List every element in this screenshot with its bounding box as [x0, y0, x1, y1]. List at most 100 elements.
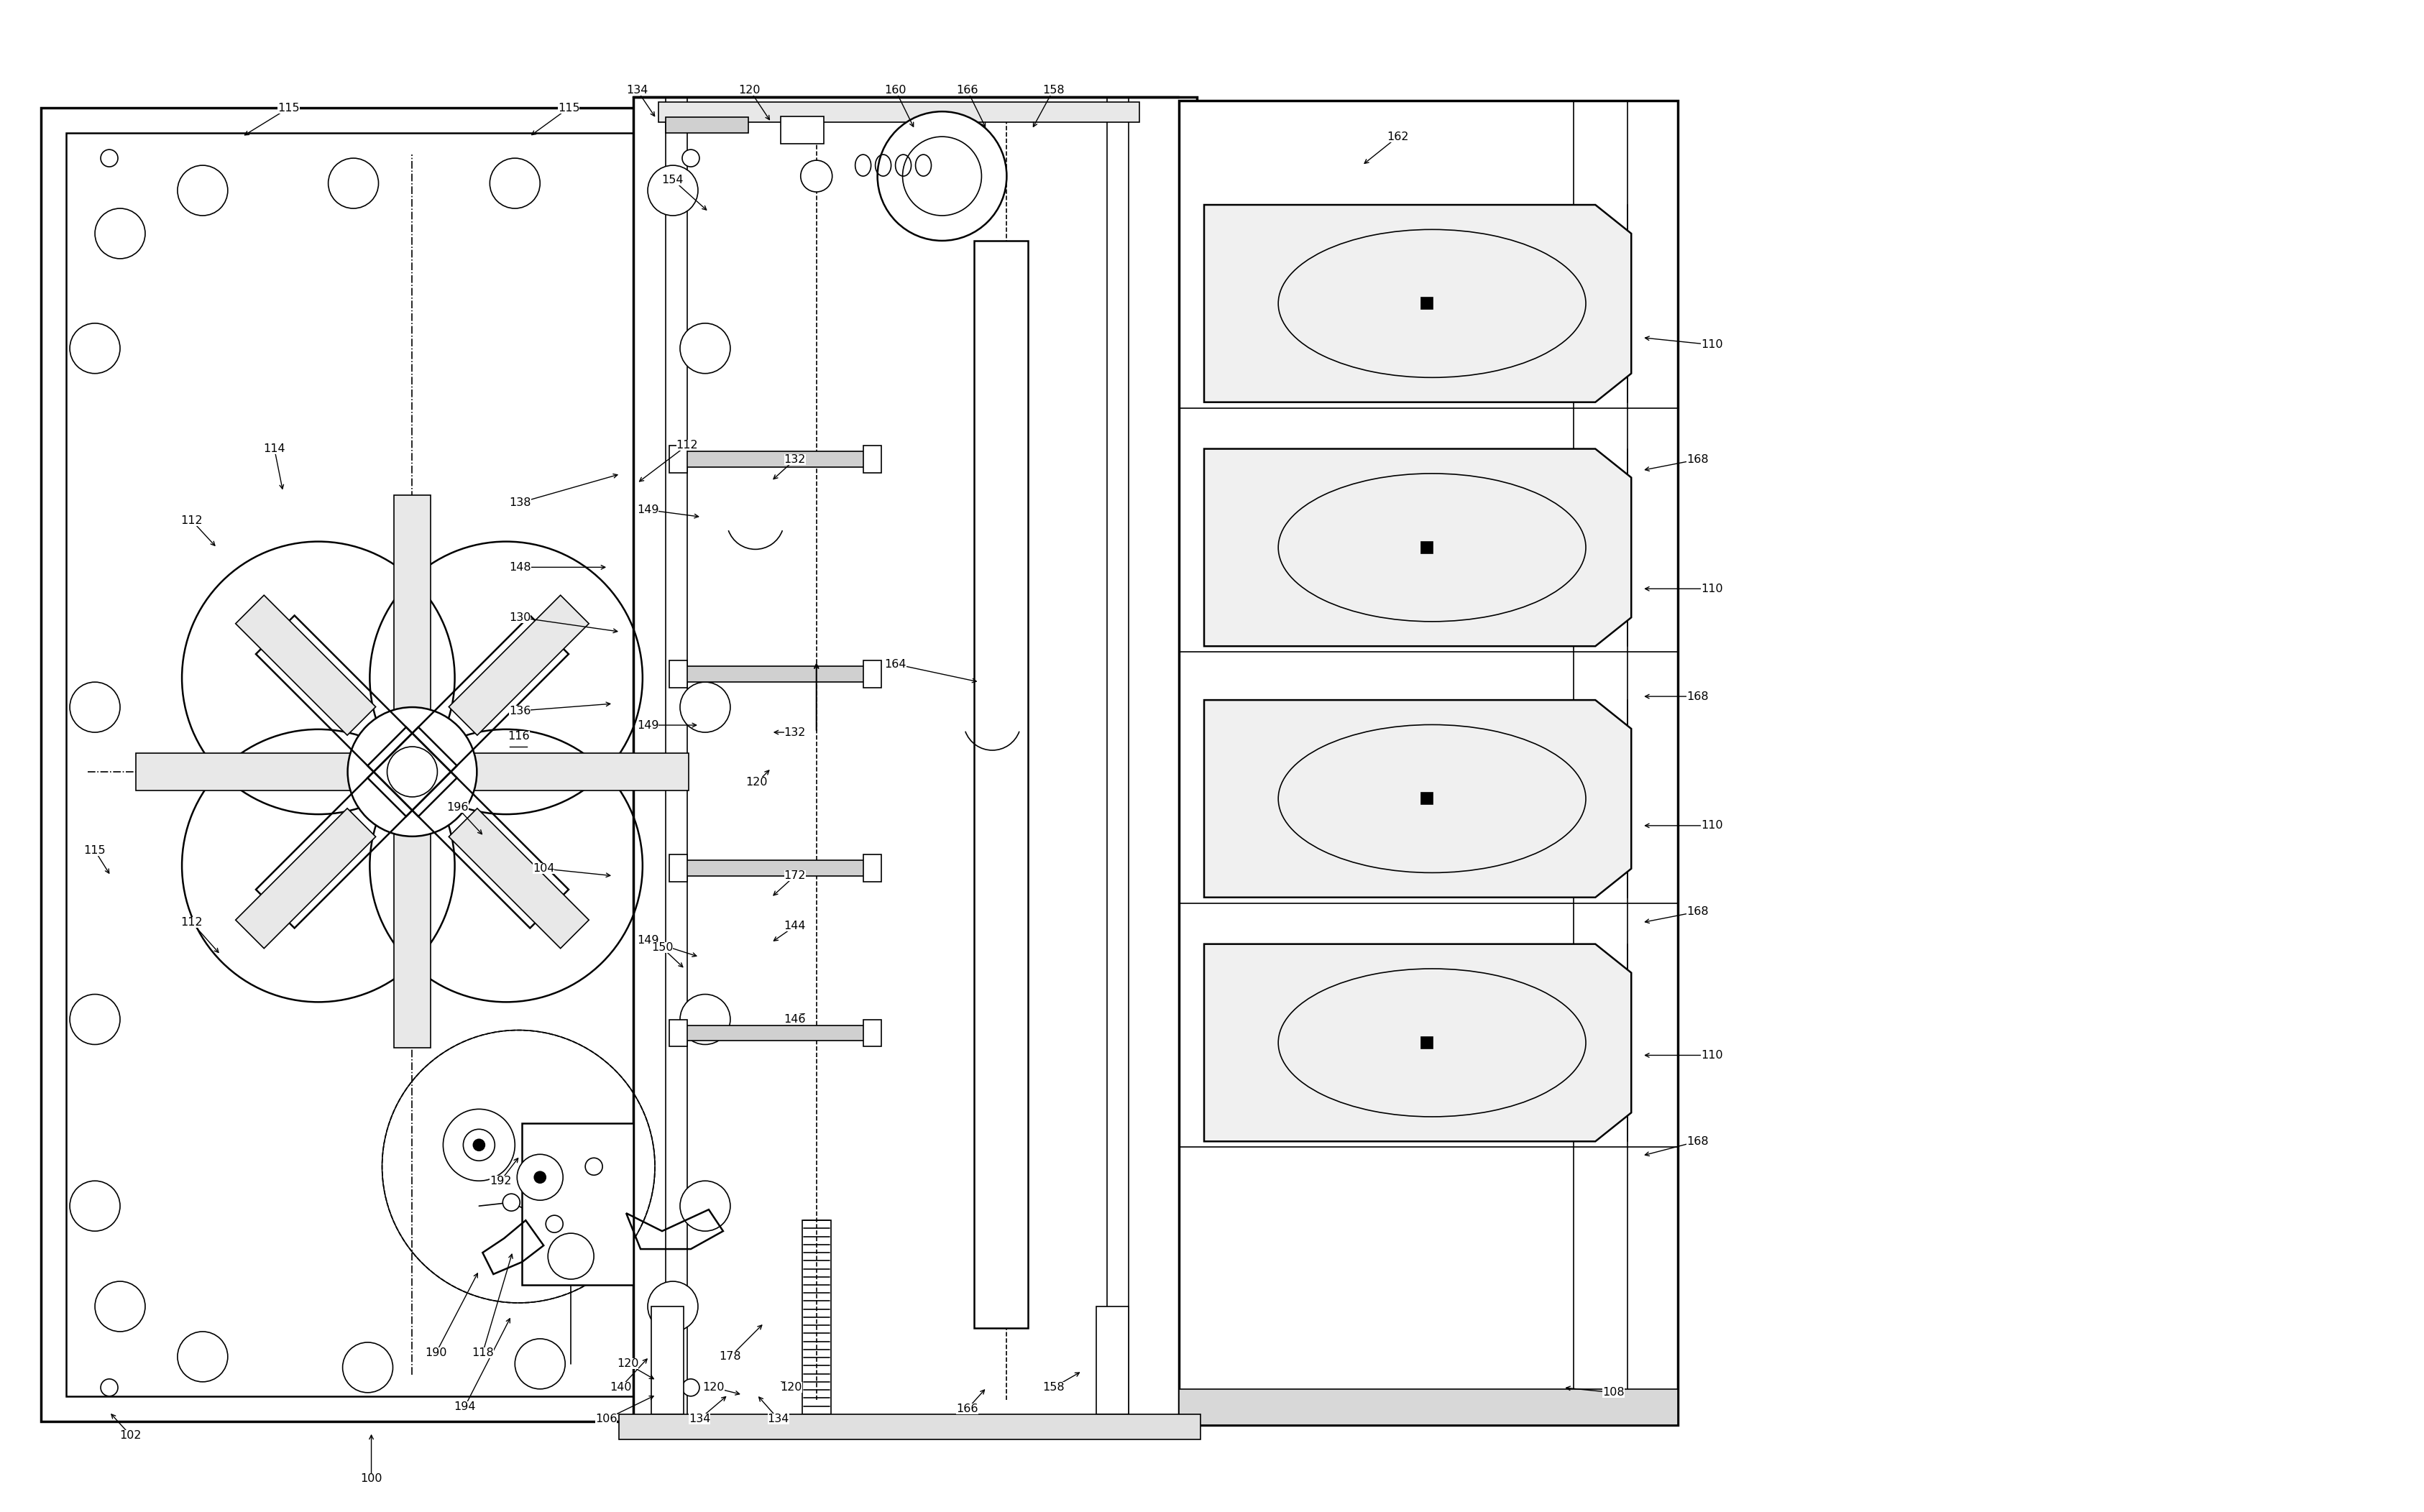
Text: 149: 149 — [638, 505, 659, 516]
Circle shape — [388, 747, 436, 797]
Text: 115: 115 — [558, 103, 579, 113]
Text: 149: 149 — [638, 720, 659, 730]
Circle shape — [533, 1172, 545, 1182]
Text: 116: 116 — [507, 730, 528, 741]
Circle shape — [444, 1110, 514, 1181]
Text: 149: 149 — [638, 934, 659, 947]
Bar — [863, 445, 880, 473]
Bar — [669, 854, 686, 881]
Circle shape — [347, 708, 478, 836]
Text: 114: 114 — [264, 443, 286, 454]
Bar — [41, 107, 797, 1421]
Polygon shape — [235, 596, 376, 735]
Bar — [684, 667, 865, 682]
Text: 134: 134 — [768, 1414, 790, 1424]
Text: 150: 150 — [652, 942, 674, 953]
Text: 120: 120 — [616, 1358, 638, 1370]
Text: 162: 162 — [1387, 132, 1408, 142]
Text: 108: 108 — [1602, 1387, 1624, 1399]
Text: 140: 140 — [608, 1382, 630, 1393]
Text: 154: 154 — [662, 174, 684, 184]
Circle shape — [102, 150, 119, 166]
Circle shape — [679, 682, 730, 732]
Text: 146: 146 — [783, 1015, 805, 1025]
Polygon shape — [448, 596, 589, 735]
Circle shape — [70, 995, 121, 1045]
Text: 166: 166 — [955, 1403, 977, 1415]
Bar — [618, 1414, 1200, 1439]
Bar — [1096, 1306, 1130, 1414]
Text: 168: 168 — [1685, 1136, 1709, 1146]
Bar — [684, 451, 865, 467]
Circle shape — [70, 682, 121, 732]
Polygon shape — [1205, 449, 1631, 646]
Text: 110: 110 — [1699, 1049, 1721, 1060]
Bar — [802, 1220, 831, 1414]
Circle shape — [679, 1181, 730, 1231]
Text: 112: 112 — [182, 516, 204, 526]
Text: 164: 164 — [885, 659, 907, 670]
Bar — [667, 118, 749, 133]
Bar — [1178, 1390, 1677, 1424]
Text: 178: 178 — [720, 1352, 742, 1362]
Text: 110: 110 — [1699, 584, 1721, 594]
Text: 100: 100 — [361, 1473, 383, 1485]
Text: 120: 120 — [739, 85, 761, 95]
Bar — [136, 753, 688, 791]
Circle shape — [679, 995, 730, 1045]
Text: 110: 110 — [1699, 339, 1721, 351]
Text: 190: 190 — [424, 1347, 446, 1358]
Bar — [974, 240, 1028, 1328]
Circle shape — [102, 1379, 119, 1396]
Text: 196: 196 — [446, 803, 468, 813]
Text: 166: 166 — [955, 85, 977, 95]
Text: 144: 144 — [783, 921, 805, 931]
Bar — [1420, 541, 1433, 553]
Circle shape — [327, 159, 378, 209]
Circle shape — [545, 1216, 562, 1232]
Text: 158: 158 — [1042, 85, 1064, 95]
Text: 168: 168 — [1685, 454, 1709, 466]
Text: 194: 194 — [453, 1402, 475, 1412]
Bar — [669, 445, 686, 473]
Text: 112: 112 — [182, 918, 204, 928]
Bar — [659, 103, 1139, 122]
Text: 172: 172 — [783, 871, 805, 881]
Bar — [1420, 298, 1433, 310]
Bar — [781, 116, 824, 144]
Text: 138: 138 — [509, 497, 531, 508]
Text: 130: 130 — [509, 612, 531, 623]
Text: 110: 110 — [1699, 820, 1721, 832]
Text: 106: 106 — [594, 1414, 616, 1424]
Circle shape — [177, 1332, 228, 1382]
Text: 134: 134 — [625, 85, 647, 95]
Text: 120: 120 — [781, 1382, 802, 1393]
Circle shape — [679, 324, 730, 373]
Text: 118: 118 — [470, 1347, 494, 1358]
Text: 136: 136 — [509, 706, 531, 717]
Text: 134: 134 — [688, 1414, 710, 1424]
Bar — [669, 1019, 686, 1046]
Bar — [863, 1019, 880, 1046]
Polygon shape — [235, 809, 376, 948]
Circle shape — [647, 1281, 698, 1332]
Text: 148: 148 — [509, 562, 531, 573]
Bar — [393, 496, 431, 1048]
Circle shape — [902, 136, 982, 216]
Text: 115: 115 — [279, 103, 301, 113]
Bar — [863, 661, 880, 688]
Bar — [652, 1306, 684, 1414]
Bar — [521, 1123, 633, 1285]
Text: 158: 158 — [1042, 1382, 1064, 1393]
Circle shape — [70, 1181, 121, 1231]
Circle shape — [514, 1338, 565, 1390]
Text: 132: 132 — [783, 727, 805, 738]
Circle shape — [877, 112, 1006, 240]
Bar — [684, 1025, 865, 1040]
Bar — [669, 661, 686, 688]
Text: 120: 120 — [703, 1382, 725, 1393]
Polygon shape — [448, 809, 589, 948]
Circle shape — [516, 1154, 562, 1201]
Bar — [1178, 101, 1677, 1424]
Text: 160: 160 — [885, 85, 907, 95]
